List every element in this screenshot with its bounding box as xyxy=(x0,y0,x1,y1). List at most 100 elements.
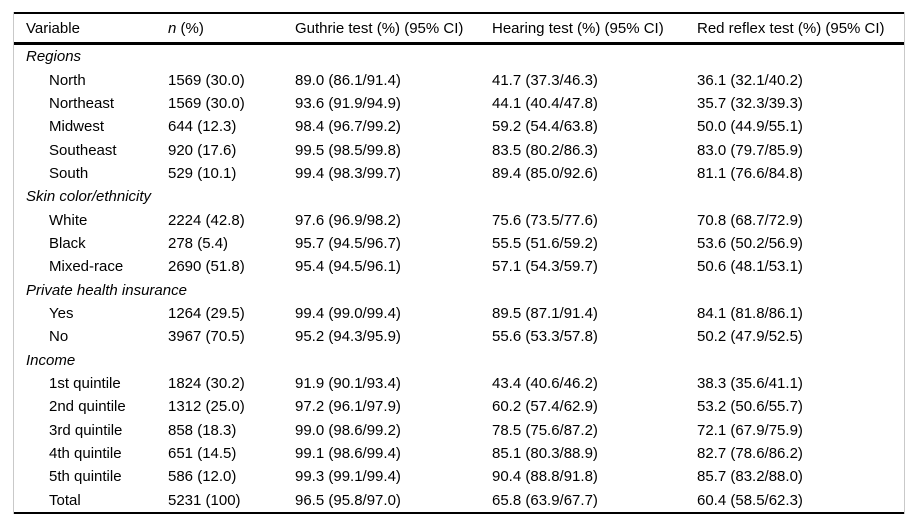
red-reflex-cell: 50.0 (44.9/55.1) xyxy=(697,118,803,136)
n-cell: 3967 (70.5) xyxy=(168,328,245,346)
n-cell: 586 (12.0) xyxy=(168,468,237,486)
red-reflex-cell: 83.0 (79.7/85.9) xyxy=(697,141,803,159)
hearing-cell: 85.1 (80.3/88.9) xyxy=(492,445,598,463)
guthrie-cell: 97.6 (96.9/98.2) xyxy=(295,211,401,229)
table-row: No 3967 (70.5) 95.2 (94.3/95.9) 55.6 (53.3/… xyxy=(14,325,904,348)
table-row: 4th quintile 651 (14.5) 99.1 (98.6/99.4) 85… xyxy=(14,442,904,465)
variable-cell: Southeast xyxy=(49,141,117,159)
table-row: 1st quintile 1824 (30.2) 91.9 (90.1/93.4) 4… xyxy=(14,372,904,395)
table-row: Yes 1264 (29.5) 99.4 (99.0/99.4) 89.5 (87.1… xyxy=(14,302,904,325)
n-cell: 2224 (42.8) xyxy=(168,211,245,229)
n-cell: 529 (10.1) xyxy=(168,164,237,182)
variable-cell: Mixed-race xyxy=(49,258,124,276)
section-label: Skin color/ethnicity xyxy=(26,188,152,206)
guthrie-cell: 95.2 (94.3/95.9) xyxy=(295,328,401,346)
red-reflex-cell: 85.7 (83.2/88.0) xyxy=(697,468,803,486)
variable-cell: Northeast xyxy=(49,94,115,112)
header-row: Variable n (%) Guthrie test (%) (95% CI)… xyxy=(14,13,904,45)
variable-cell: 2nd quintile xyxy=(49,398,126,416)
hearing-cell: 65.8 (63.9/67.7) xyxy=(492,491,598,509)
table-row: Midwest 644 (12.3) 98.4 (96.7/99.2) 59.2 (5… xyxy=(14,115,904,138)
red-reflex-cell: 81.1 (76.6/84.8) xyxy=(697,164,803,182)
table-row: Mixed-race 2690 (51.8) 95.4 (94.5/96.1) 57.… xyxy=(14,255,904,278)
section-label: Regions xyxy=(26,48,82,66)
variable-cell: 3rd quintile xyxy=(49,421,123,439)
red-reflex-cell: 36.1 (32.1/40.2) xyxy=(697,71,803,89)
table-row: White 2224 (42.8) 97.6 (96.9/98.2) 75.6 (73… xyxy=(14,208,904,231)
n-cell: 278 (5.4) xyxy=(168,234,229,252)
table-row: 3rd quintile 858 (18.3) 99.0 (98.6/99.2) 78… xyxy=(14,419,904,442)
n-cell: 5231 (100) xyxy=(168,491,241,509)
guthrie-cell: 99.3 (99.1/99.4) xyxy=(295,468,401,486)
section-label: Private health insurance xyxy=(26,281,187,299)
guthrie-cell: 96.5 (95.8/97.0) xyxy=(295,491,401,509)
variable-cell: 1st quintile xyxy=(49,374,121,392)
section-row: Income xyxy=(14,348,904,371)
guthrie-cell: 99.5 (98.5/99.8) xyxy=(295,141,401,159)
hearing-cell: 59.2 (54.4/63.8) xyxy=(492,118,598,136)
red-reflex-cell: 35.7 (32.3/39.3) xyxy=(697,94,803,112)
hearing-cell: 55.6 (53.3/57.8) xyxy=(492,328,598,346)
col-header-variable: Variable xyxy=(14,13,168,45)
variable-cell: 4th quintile xyxy=(49,445,122,463)
variable-cell: North xyxy=(49,71,86,89)
hearing-cell: 75.6 (73.5/77.6) xyxy=(492,211,598,229)
n-cell: 1824 (30.2) xyxy=(168,374,245,392)
guthrie-cell: 91.9 (90.1/93.4) xyxy=(295,374,401,392)
red-reflex-cell: 60.4 (58.5/62.3) xyxy=(697,491,803,509)
guthrie-cell: 89.0 (86.1/91.4) xyxy=(295,71,401,89)
n-cell: 1569 (30.0) xyxy=(168,94,245,112)
col-header-red-reflex: Red reflex test (%) (95% CI) xyxy=(697,13,904,45)
red-reflex-cell: 50.2 (47.9/52.5) xyxy=(697,328,803,346)
hearing-cell: 78.5 (75.6/87.2) xyxy=(492,421,598,439)
col-header-n: n (%) xyxy=(168,13,295,45)
table-row: Northeast 1569 (30.0) 93.6 (91.9/94.9) 44.1… xyxy=(14,92,904,115)
section-row: Skin color/ethnicity xyxy=(14,185,904,208)
variable-cell: South xyxy=(49,164,89,182)
table-body: Regions North 1569 (30.0) 89.0 (86.1/91.4) 4… xyxy=(14,44,904,513)
red-reflex-cell: 84.1 (81.8/86.1) xyxy=(697,304,803,322)
n-cell: 644 (12.3) xyxy=(168,118,237,136)
n-cell: 651 (14.5) xyxy=(168,445,237,463)
screening-coverage-table: Variable n (%) Guthrie test (%) (95% CI)… xyxy=(13,12,905,514)
hearing-cell: 43.4 (40.6/46.2) xyxy=(492,374,598,392)
hearing-cell: 44.1 (40.4/47.8) xyxy=(492,94,598,112)
red-reflex-cell: 53.2 (50.6/55.7) xyxy=(697,398,803,416)
variable-cell: No xyxy=(49,328,69,346)
hearing-cell: 60.2 (57.4/62.9) xyxy=(492,398,598,416)
red-reflex-cell: 38.3 (35.6/41.1) xyxy=(697,374,803,392)
variable-cell: Midwest xyxy=(49,118,105,136)
guthrie-cell: 95.7 (94.5/96.7) xyxy=(295,234,401,252)
red-reflex-cell: 70.8 (68.7/72.9) xyxy=(697,211,803,229)
red-reflex-cell: 53.6 (50.2/56.9) xyxy=(697,234,803,252)
n-cell: 858 (18.3) xyxy=(168,421,237,439)
table-header: Variable n (%) Guthrie test (%) (95% CI)… xyxy=(14,13,904,45)
table-row: Total 5231 (100) 96.5 (95.8/97.0) 65.8 (63.… xyxy=(14,489,904,513)
n-cell: 1569 (30.0) xyxy=(168,71,245,89)
table-row: Southeast 920 (17.6) 99.5 (98.5/99.8) 83.5 … xyxy=(14,138,904,161)
variable-cell: White xyxy=(49,211,88,229)
table-row: 2nd quintile 1312 (25.0) 97.2 (96.1/97.9) 6… xyxy=(14,395,904,418)
n-cell: 2690 (51.8) xyxy=(168,258,245,276)
table-row: 5th quintile 586 (12.0) 99.3 (99.1/99.4) 90… xyxy=(14,465,904,488)
hearing-cell: 89.4 (85.0/92.6) xyxy=(492,164,598,182)
data-table: Variable n (%) Guthrie test (%) (95% CI)… xyxy=(14,12,904,514)
variable-cell: Total xyxy=(49,491,81,509)
n-percent-label: (%) xyxy=(180,19,204,37)
section-row: Regions xyxy=(14,44,904,69)
guthrie-cell: 97.2 (96.1/97.9) xyxy=(295,398,401,416)
guthrie-cell: 99.4 (98.3/99.7) xyxy=(295,164,401,182)
variable-cell: 5th quintile xyxy=(49,468,122,486)
hearing-cell: 90.4 (88.8/91.8) xyxy=(492,468,598,486)
n-cell: 1264 (29.5) xyxy=(168,304,245,322)
hearing-cell: 57.1 (54.3/59.7) xyxy=(492,258,598,276)
col-header-guthrie: Guthrie test (%) (95% CI) xyxy=(295,13,492,45)
guthrie-cell: 99.0 (98.6/99.2) xyxy=(295,421,401,439)
section-label: Income xyxy=(26,351,76,369)
guthrie-cell: 99.4 (99.0/99.4) xyxy=(295,304,401,322)
n-cell: 1312 (25.0) xyxy=(168,398,245,416)
hearing-cell: 55.5 (51.6/59.2) xyxy=(492,234,598,252)
guthrie-cell: 98.4 (96.7/99.2) xyxy=(295,118,401,136)
variable-cell: Black xyxy=(49,234,86,252)
guthrie-cell: 99.1 (98.6/99.4) xyxy=(295,445,401,463)
